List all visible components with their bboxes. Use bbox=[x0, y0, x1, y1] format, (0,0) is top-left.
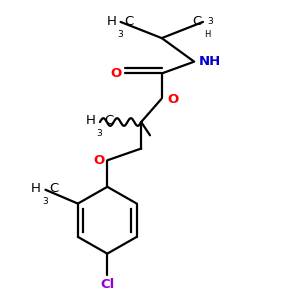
Text: 3: 3 bbox=[208, 17, 214, 26]
Text: O: O bbox=[111, 67, 122, 80]
Text: H: H bbox=[106, 15, 116, 28]
Text: C: C bbox=[124, 15, 133, 28]
Text: 3: 3 bbox=[117, 30, 122, 39]
Text: H: H bbox=[205, 30, 211, 39]
Text: 3: 3 bbox=[97, 129, 102, 138]
Text: C: C bbox=[104, 114, 113, 127]
Text: 3: 3 bbox=[42, 197, 48, 206]
Text: Cl: Cl bbox=[100, 278, 114, 291]
Text: H: H bbox=[31, 182, 41, 195]
Text: NH: NH bbox=[199, 55, 221, 68]
Text: H: H bbox=[86, 114, 95, 127]
Text: O: O bbox=[167, 93, 178, 106]
Text: C: C bbox=[49, 182, 58, 195]
Text: C: C bbox=[192, 15, 202, 28]
Text: O: O bbox=[93, 154, 104, 167]
